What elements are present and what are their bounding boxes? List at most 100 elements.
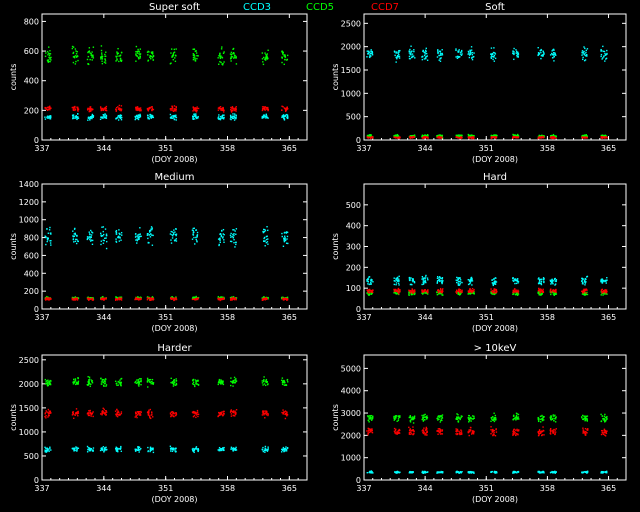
data-point <box>460 471 462 473</box>
data-point <box>410 277 412 279</box>
data-point <box>600 280 602 283</box>
data-point <box>193 53 195 56</box>
data-point <box>425 56 428 58</box>
data-point <box>413 289 416 291</box>
data-point <box>174 60 177 63</box>
data-point <box>367 291 369 293</box>
data-point <box>120 51 123 54</box>
data-point <box>196 109 198 112</box>
data-point <box>72 411 74 413</box>
data-point <box>411 279 414 282</box>
data-point <box>455 279 457 281</box>
data-point <box>582 289 585 291</box>
data-point <box>441 290 444 293</box>
data-point <box>551 135 553 137</box>
data-point <box>283 240 286 243</box>
data-point <box>195 416 197 419</box>
data-point <box>492 55 495 58</box>
data-point <box>172 412 174 414</box>
data-point <box>104 413 106 415</box>
data-point <box>139 108 141 111</box>
data-point <box>603 135 605 137</box>
data-point <box>370 283 372 285</box>
data-point <box>539 294 542 296</box>
data-point <box>74 240 77 243</box>
data-point <box>457 281 460 283</box>
data-point <box>422 279 424 281</box>
data-point <box>175 48 177 50</box>
data-point <box>218 449 220 452</box>
data-point <box>265 411 267 413</box>
data-point <box>193 115 195 117</box>
data-point <box>460 134 463 136</box>
data-point <box>495 291 497 294</box>
data-point <box>48 412 51 415</box>
data-point <box>74 233 77 236</box>
data-point <box>263 378 265 381</box>
y-tick-label: 0 <box>34 305 39 314</box>
data-point <box>439 50 442 53</box>
data-point <box>152 55 155 57</box>
data-point <box>118 297 120 300</box>
data-point <box>77 113 79 115</box>
data-point <box>422 50 424 52</box>
data-point <box>367 289 370 291</box>
data-point <box>101 412 103 415</box>
data-point <box>90 53 92 55</box>
data-point <box>412 290 415 292</box>
data-point <box>120 378 122 380</box>
data-point <box>265 115 268 117</box>
data-point <box>76 450 78 452</box>
data-point <box>150 411 153 413</box>
data-point <box>471 134 473 137</box>
data-point <box>46 228 48 230</box>
data-point <box>582 471 584 473</box>
data-point <box>439 60 442 62</box>
data-point <box>494 292 496 294</box>
data-point <box>513 58 515 61</box>
data-point <box>152 116 155 119</box>
data-point <box>169 63 172 65</box>
data-point <box>222 118 225 120</box>
data-point <box>88 236 90 238</box>
data-point <box>74 298 76 300</box>
data-point <box>552 471 554 473</box>
data-point <box>88 382 90 384</box>
data-point <box>230 298 232 301</box>
data-point <box>266 108 269 110</box>
data-point <box>90 415 92 417</box>
data-point <box>602 289 605 292</box>
data-point <box>409 136 412 139</box>
data-point <box>285 446 287 448</box>
data-point <box>584 47 586 50</box>
data-point <box>555 135 557 137</box>
data-point <box>398 49 400 52</box>
data-point <box>47 52 50 54</box>
data-point <box>367 50 370 52</box>
data-point <box>172 54 174 56</box>
data-point <box>412 136 414 139</box>
data-point <box>218 446 221 449</box>
data-point <box>170 415 173 417</box>
data-point <box>170 377 172 380</box>
data-point <box>440 280 442 282</box>
data-point <box>540 280 543 283</box>
data-point <box>542 470 544 473</box>
data-point <box>90 107 92 110</box>
data-point <box>170 411 173 413</box>
data-point <box>396 137 399 139</box>
data-point <box>139 116 142 118</box>
data-point <box>284 56 287 58</box>
data-point <box>539 278 542 281</box>
data-point <box>49 50 51 52</box>
data-point <box>396 276 399 279</box>
data-point <box>393 288 396 291</box>
data-point <box>217 295 220 298</box>
data-point <box>372 291 374 294</box>
data-point <box>120 239 122 241</box>
data-point <box>90 298 92 300</box>
data-point <box>120 296 123 298</box>
data-point <box>192 58 195 61</box>
data-point <box>173 109 176 112</box>
data-point <box>421 283 423 286</box>
